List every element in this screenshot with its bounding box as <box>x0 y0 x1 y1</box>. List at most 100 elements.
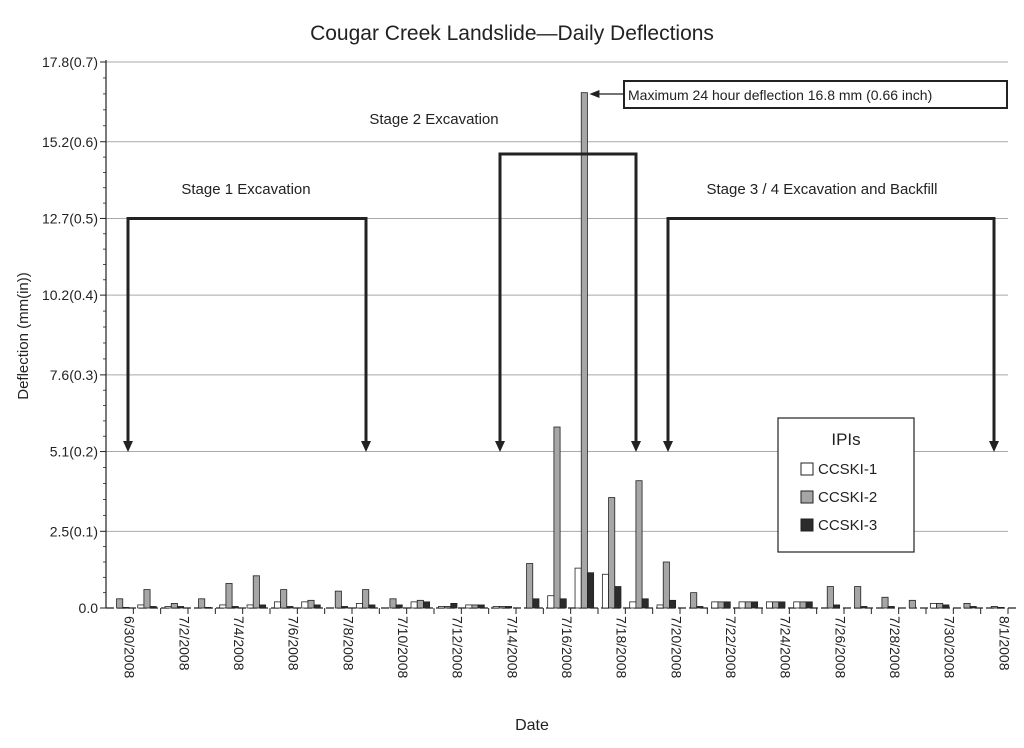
bar-ccski-1 <box>246 604 254 609</box>
bar-ccski-2 <box>881 596 889 609</box>
x-tick-label: 7/28/2008 <box>887 616 903 678</box>
x-axis-label: Date <box>515 717 549 734</box>
bar-ccski-2 <box>225 583 233 609</box>
x-tick-label: 7/16/2008 <box>559 616 575 678</box>
bar-ccski-1 <box>738 601 746 609</box>
bar-ccski-2 <box>307 599 315 609</box>
legend-label: CCSKI-3 <box>818 517 877 534</box>
bar-ccski-3 <box>587 572 595 609</box>
stage-bracket <box>126 216 368 443</box>
bar-ccski-1 <box>547 595 555 609</box>
bar-ccski-3 <box>723 601 731 609</box>
y-tick-label: 7.6(0.3) <box>50 367 98 383</box>
y-tick-label: 10.2(0.4) <box>42 287 98 303</box>
x-tick-label: 7/22/2008 <box>723 616 739 678</box>
bar-ccski-3 <box>368 604 376 609</box>
bar-ccski-3 <box>313 604 321 609</box>
bar-ccski-2 <box>143 589 151 609</box>
bar-ccski-3 <box>477 604 485 609</box>
x-tick-label: 7/10/2008 <box>395 616 411 678</box>
bar-ccski-1 <box>219 604 227 609</box>
bar-ccski-3 <box>532 598 540 609</box>
y-axis-label: Deflection (mm(in)) <box>15 272 32 400</box>
bar-ccski-3 <box>969 606 977 609</box>
stage-label: Stage 1 Excavation <box>181 181 310 198</box>
arrowhead <box>663 441 673 452</box>
x-tick-label: 7/4/2008 <box>231 616 247 671</box>
bar-ccski-1 <box>164 606 172 609</box>
bar-ccski-2 <box>744 601 752 609</box>
bar-ccski-3 <box>149 606 157 609</box>
stage-bracket <box>666 216 996 443</box>
x-tick-label: 7/8/2008 <box>340 616 356 671</box>
bar-ccski-1 <box>437 606 445 609</box>
bar-ccski-2 <box>198 598 206 609</box>
y-tick-label: 5.1(0.2) <box>50 444 98 460</box>
bar-ccski-2 <box>498 606 506 609</box>
y-tick-label: 12.7(0.5) <box>42 210 98 226</box>
bar-ccski-2 <box>471 604 479 609</box>
bar-ccski-1 <box>601 573 609 609</box>
x-tick-label: 7/2/2008 <box>176 616 192 671</box>
bar-ccski-2 <box>963 602 971 609</box>
bar-ccski-3 <box>833 604 841 609</box>
bar-ccski-3 <box>559 598 567 609</box>
bar-ccski-1 <box>410 601 418 609</box>
bar-ccski-3 <box>286 606 294 609</box>
bar-ccski-3 <box>751 601 759 609</box>
arrowhead <box>495 441 505 452</box>
bar-ccski-3 <box>887 606 895 609</box>
y-tick-label: 2.5(0.1) <box>50 523 98 539</box>
bar-ccski-2 <box>608 497 616 609</box>
bar-ccski-2 <box>799 601 807 609</box>
arrowhead <box>631 441 641 452</box>
bar-ccski-1 <box>711 601 719 609</box>
legend-swatch <box>800 462 814 476</box>
bar-ccski-2 <box>553 426 561 609</box>
bar-ccski-1 <box>273 601 281 609</box>
bar-ccski-2 <box>170 602 178 609</box>
bar-ccski-2 <box>936 602 944 609</box>
bar-ccski-2 <box>717 601 725 609</box>
bar-ccski-1 <box>492 606 500 609</box>
bar-ccski-1 <box>929 602 937 609</box>
bar-ccski-1 <box>656 604 664 609</box>
arrowhead <box>123 441 133 452</box>
max-annotation-box <box>623 80 1008 109</box>
bar-ccski-3 <box>341 606 349 609</box>
bar-ccski-3 <box>505 606 513 609</box>
bar-ccski-3 <box>696 606 704 609</box>
bar-ccski-3 <box>669 599 677 609</box>
bar-ccski-3 <box>122 606 130 609</box>
bar-ccski-3 <box>614 586 622 609</box>
bar-ccski-3 <box>450 602 458 609</box>
x-tick-label: 7/12/2008 <box>450 616 466 678</box>
x-tick-label: 7/26/2008 <box>832 616 848 678</box>
x-tick-label: 8/1/2008 <box>996 616 1012 671</box>
bar-ccski-2 <box>826 586 834 609</box>
x-tick-label: 7/24/2008 <box>778 616 794 678</box>
max-annotation-label: Maximum 24 hour deflection 16.8 mm (0.66… <box>628 87 932 103</box>
x-tick-label: 7/18/2008 <box>614 616 630 678</box>
stage-bracket <box>498 152 638 443</box>
legend-swatch <box>800 518 814 532</box>
legend-title: IPIs <box>831 430 860 449</box>
x-tick-label: 7/6/2008 <box>286 616 302 671</box>
bar-ccski-1 <box>574 567 582 609</box>
legend-label: CCSKI-1 <box>818 461 877 478</box>
bar-ccski-1 <box>629 601 637 609</box>
bars <box>116 92 1005 609</box>
bar-ccski-2 <box>662 561 670 609</box>
bar-ccski-1 <box>301 601 309 609</box>
chart-title: Cougar Creek Landslide—Daily Deflections <box>310 22 714 45</box>
bar-ccski-3 <box>860 606 868 609</box>
bar-ccski-3 <box>997 606 1005 609</box>
bar-ccski-2 <box>526 563 534 609</box>
y-tick-label: 0.0 <box>79 600 99 616</box>
bar-ccski-3 <box>423 601 431 609</box>
arrowhead <box>989 441 999 452</box>
legend-label: CCSKI-2 <box>818 489 877 506</box>
x-tick-label: 7/20/2008 <box>668 616 684 678</box>
x-tick-label: 6/30/2008 <box>122 616 138 678</box>
